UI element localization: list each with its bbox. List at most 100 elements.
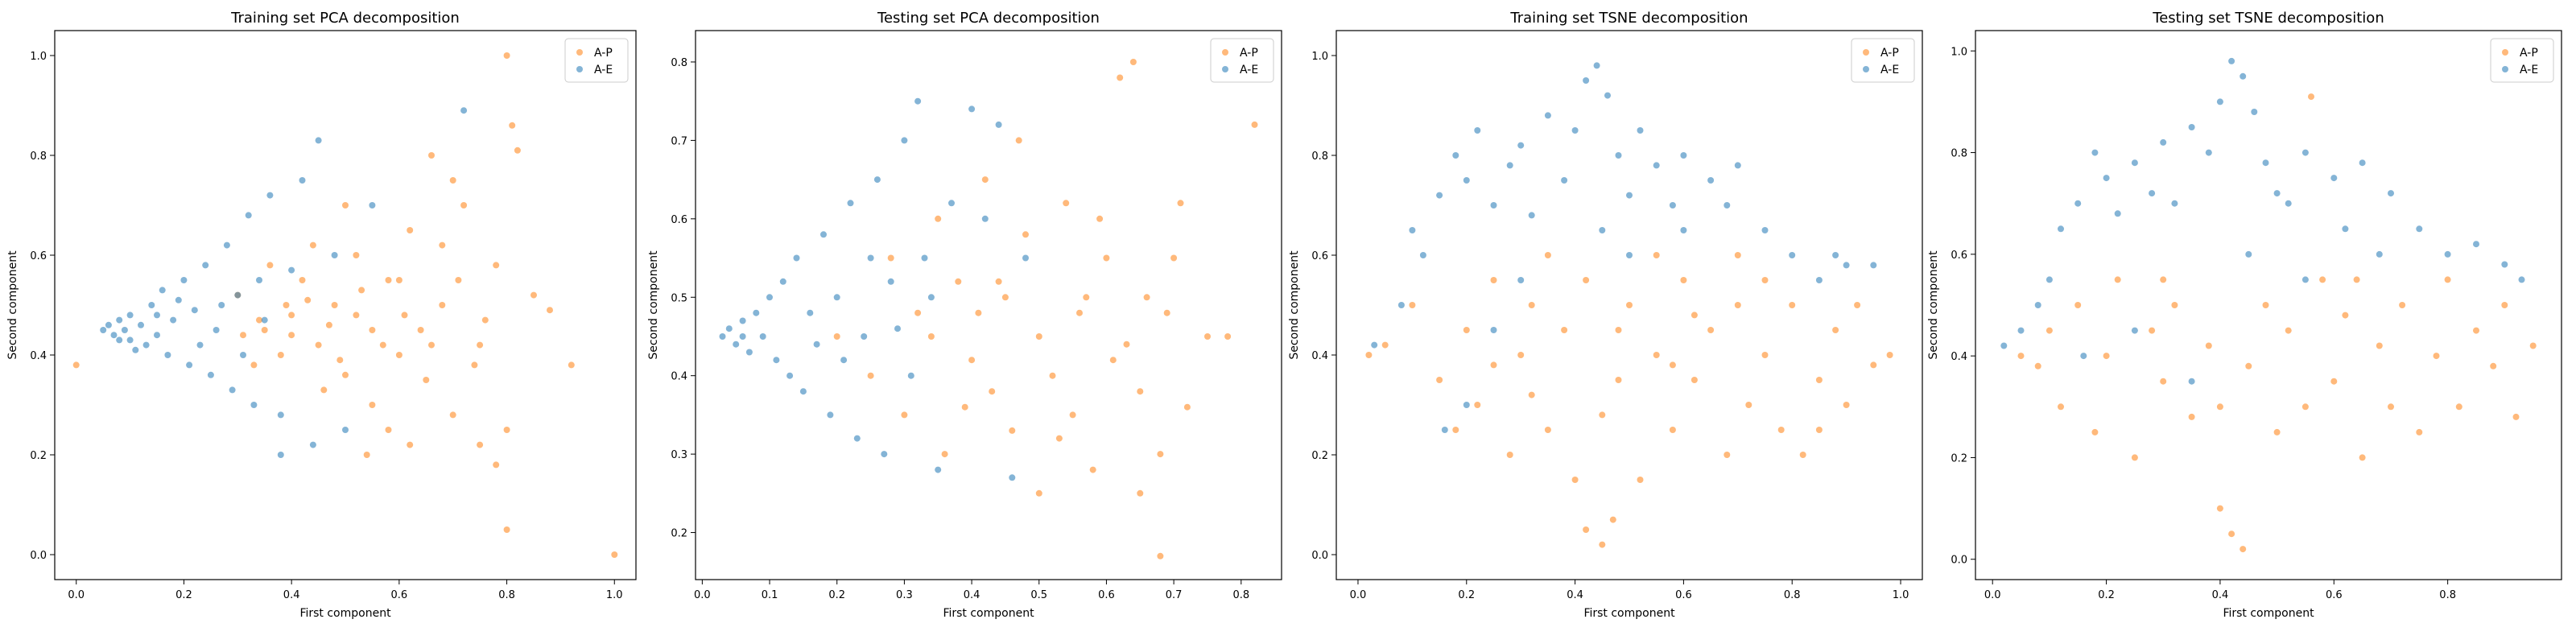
y-tick-label: 0.6 bbox=[30, 250, 47, 262]
point-A-E-35 bbox=[2034, 302, 2041, 308]
point-A-P-30 bbox=[1183, 403, 1191, 411]
point-A-E-38 bbox=[175, 296, 182, 303]
point-A-P-8 bbox=[2131, 454, 2138, 461]
point-A-E-38 bbox=[1441, 427, 1448, 433]
point-A-E-39 bbox=[927, 294, 935, 301]
point-A-E-9 bbox=[148, 302, 155, 308]
point-A-E-9 bbox=[1517, 142, 1525, 149]
point-A-E-31 bbox=[981, 215, 989, 222]
y-tick-label: 0.6 bbox=[1311, 250, 1328, 262]
point-A-P-42 bbox=[395, 277, 402, 283]
point-A-P-28 bbox=[1170, 254, 1178, 262]
point-A-P-59 bbox=[240, 332, 246, 339]
point-A-E-5 bbox=[745, 349, 753, 356]
point-A-E-34 bbox=[331, 252, 338, 258]
point-A-E-24 bbox=[901, 137, 908, 144]
y-tick-label: 0.0 bbox=[1311, 550, 1328, 562]
point-A-P-15 bbox=[423, 377, 430, 383]
point-A-E-23 bbox=[245, 212, 252, 219]
point-A-P-6 bbox=[1474, 402, 1481, 408]
point-A-E-11 bbox=[1544, 112, 1551, 119]
point-A-P-0 bbox=[72, 361, 80, 369]
point-A-E-11 bbox=[786, 372, 794, 379]
point-A-P-55 bbox=[428, 341, 435, 349]
point-A-P-41 bbox=[363, 452, 370, 458]
y-tick-label: 0.5 bbox=[671, 292, 687, 304]
point-A-P-41 bbox=[1055, 435, 1063, 442]
point-A-P-27 bbox=[1157, 451, 1164, 458]
point-A-E-20 bbox=[2301, 149, 2309, 156]
point-A-P-46 bbox=[1761, 277, 1769, 283]
point-A-P-23 bbox=[1680, 277, 1687, 283]
point-A-P-11 bbox=[1001, 294, 1009, 301]
y-tick-label: 0.8 bbox=[30, 151, 47, 163]
point-A-P-35 bbox=[1843, 402, 1850, 408]
point-A-E-22 bbox=[234, 291, 242, 299]
point-A-P-27 bbox=[2388, 403, 2394, 411]
point-A-E-15 bbox=[1593, 62, 1600, 69]
point-A-E-14 bbox=[1583, 77, 1590, 84]
point-A-E-18 bbox=[1626, 192, 1633, 199]
axes-frame bbox=[695, 30, 1282, 580]
point-A-E-41 bbox=[240, 352, 246, 358]
point-A-P-12 bbox=[385, 277, 392, 283]
x-tick-label: 0.6 bbox=[391, 589, 408, 601]
point-A-P-30 bbox=[2433, 353, 2440, 360]
point-A-P-17 bbox=[1063, 200, 1070, 207]
legend-marker-A-E bbox=[576, 66, 583, 72]
point-A-E-4 bbox=[739, 333, 746, 340]
point-A-E-6 bbox=[1474, 127, 1481, 134]
point-A-P-47 bbox=[325, 321, 332, 328]
point-A-E-4 bbox=[121, 327, 128, 333]
point-A-P-32 bbox=[1224, 333, 1232, 340]
point-A-P-30 bbox=[1777, 427, 1785, 433]
point-A-P-9 bbox=[1517, 352, 1525, 358]
point-A-E-24 bbox=[250, 402, 258, 408]
point-A-E-15 bbox=[2228, 57, 2235, 64]
point-A-P-10 bbox=[2160, 378, 2167, 385]
point-A-P-14 bbox=[1583, 277, 1590, 283]
x-axis-label: First component bbox=[943, 607, 1034, 620]
point-A-P-57 bbox=[481, 316, 489, 324]
legend: A-P A-E bbox=[2490, 38, 2554, 83]
point-A-P-24 bbox=[503, 52, 510, 59]
point-A-P-42 bbox=[1096, 215, 1104, 222]
point-A-E-29 bbox=[299, 177, 306, 184]
x-tick-label: 0.2 bbox=[2098, 589, 2115, 601]
point-A-E-3 bbox=[1436, 192, 1443, 199]
x-tick-label: 0.8 bbox=[2439, 589, 2456, 601]
point-A-P-21 bbox=[503, 427, 510, 433]
point-A-P-50 bbox=[304, 296, 312, 303]
point-A-P-2 bbox=[1409, 302, 1416, 308]
point-A-P-47 bbox=[1815, 427, 1823, 433]
point-A-E-10 bbox=[1528, 212, 1535, 219]
axes-frame bbox=[1335, 30, 1923, 580]
point-A-P-44 bbox=[1163, 309, 1170, 316]
point-A-E-15 bbox=[186, 361, 193, 369]
point-A-P-25 bbox=[1707, 327, 1715, 333]
point-A-E-19 bbox=[213, 327, 220, 333]
point-A-E-35 bbox=[813, 341, 820, 348]
point-A-P-31 bbox=[1204, 333, 1211, 340]
point-A-P-45 bbox=[1669, 361, 1676, 369]
point-A-P-38 bbox=[266, 262, 274, 269]
axes-frame bbox=[1975, 30, 2562, 580]
point-A-P-7 bbox=[2114, 276, 2121, 283]
point-A-E-19 bbox=[1637, 127, 1644, 134]
point-A-P-12 bbox=[1009, 427, 1016, 434]
chart-title: Training set TSNE decomposition bbox=[1509, 10, 1748, 27]
point-A-E-25 bbox=[2444, 250, 2451, 258]
x-tick-label: 0.4 bbox=[964, 589, 980, 601]
point-A-P-10 bbox=[989, 388, 996, 395]
point-A-P-29 bbox=[2416, 428, 2423, 436]
point-A-P-31 bbox=[2444, 276, 2451, 283]
point-A-P-15 bbox=[1035, 489, 1042, 497]
point-A-E-24 bbox=[1734, 162, 1741, 169]
point-A-P-28 bbox=[611, 551, 618, 558]
point-A-E-3 bbox=[2058, 225, 2064, 233]
point-A-E-43 bbox=[116, 336, 123, 344]
point-A-P-22 bbox=[1669, 427, 1676, 433]
point-A-P-37 bbox=[1870, 361, 1877, 369]
point-A-E-17 bbox=[202, 262, 209, 269]
point-A-P-29 bbox=[503, 526, 510, 533]
